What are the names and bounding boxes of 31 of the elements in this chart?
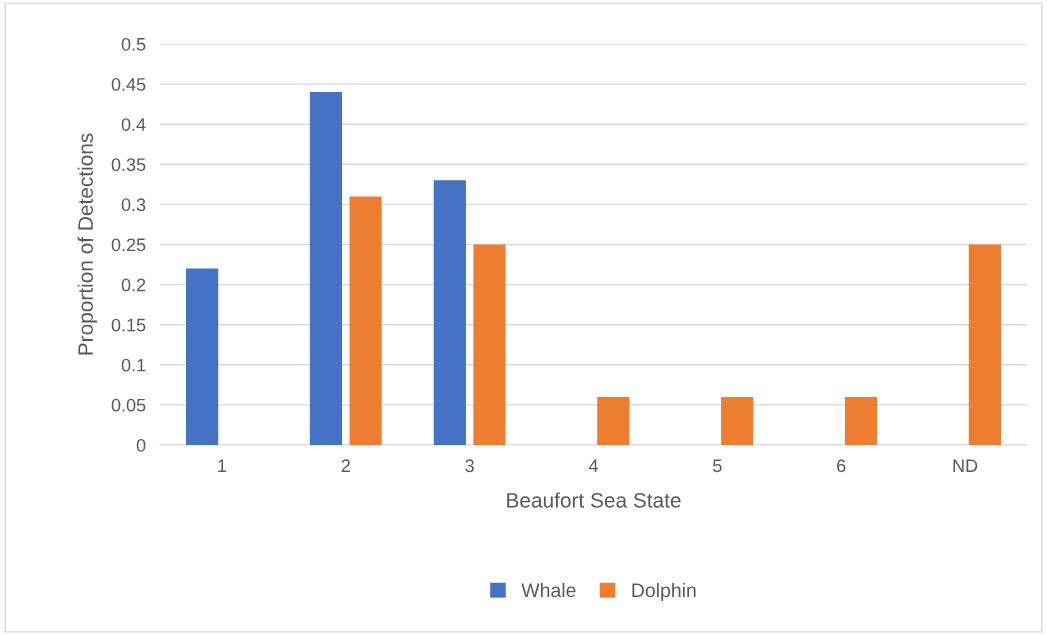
- x-tick-label: 1: [218, 459, 227, 472]
- x-tick-label: 6: [837, 459, 846, 473]
- y-tick-label: 0.25: [111, 238, 146, 252]
- y-tick-label: 0.2: [121, 278, 146, 292]
- bar: [186, 268, 219, 445]
- y-tick-label: 0.5: [121, 37, 146, 51]
- bar: [349, 196, 382, 445]
- bar: [473, 244, 506, 445]
- y-tick-label: 0.45: [111, 78, 146, 91]
- x-tick-label: 3: [465, 459, 474, 473]
- bar: [309, 92, 343, 445]
- x-axis-title: Beaufort Sea State: [507, 492, 681, 508]
- bar: [968, 244, 1001, 445]
- y-tick-label: 0.15: [111, 318, 146, 332]
- legend-label: Dolphin: [632, 582, 696, 602]
- y-tick-label: 0.35: [111, 158, 146, 172]
- y-axis-title: Proportion of Detections: [77, 133, 98, 355]
- bar: [597, 396, 630, 445]
- y-tick-label: 0.3: [121, 198, 146, 212]
- x-tick-label: 2: [341, 459, 350, 472]
- y-tick-label: 0: [136, 438, 146, 452]
- bar: [433, 180, 466, 445]
- y-tick-label: 0.05: [111, 398, 146, 412]
- x-tick-label: ND: [953, 459, 978, 472]
- x-tick-label: 5: [713, 459, 722, 473]
- bar: [721, 396, 754, 445]
- bar: [844, 396, 878, 445]
- y-tick-label: 0.4: [121, 118, 146, 131]
- legend-label: Whale: [521, 582, 576, 598]
- y-tick-label: 0.1: [121, 358, 146, 372]
- x-tick-label: 4: [588, 459, 598, 472]
